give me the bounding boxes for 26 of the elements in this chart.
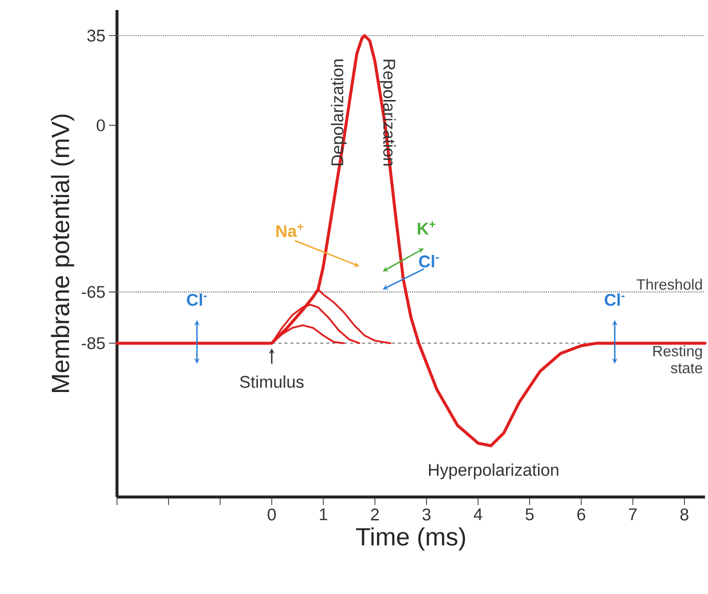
x-tick-label: 8 bbox=[680, 508, 688, 520]
x-tick-label: 1 bbox=[320, 508, 328, 520]
x-tick-label: 6 bbox=[577, 508, 586, 520]
annotation: Depolarization bbox=[330, 60, 347, 166]
ref-line-label: Resting state bbox=[653, 345, 702, 374]
x-tick-label: 5 bbox=[526, 508, 534, 520]
x-tick-label: 7 bbox=[628, 508, 637, 520]
ref-line-label: Threshold bbox=[636, 278, 702, 290]
annotation: Hyperpolarization bbox=[429, 463, 558, 480]
annotation: Na$^{+}$ bbox=[276, 224, 304, 238]
annotation: K$^{+}$ bbox=[418, 221, 436, 234]
y-tick-label: -85 bbox=[82, 337, 105, 350]
x-axis-title: Time (ms) bbox=[356, 527, 466, 551]
annotation: Cl$^{-}$ bbox=[604, 293, 624, 306]
x-tick-label: 3 bbox=[422, 508, 430, 520]
y-tick-label: 0 bbox=[96, 119, 105, 132]
y-axis-title: Membrane potential (mV) bbox=[50, 114, 74, 392]
annotation: Repolarization bbox=[380, 60, 396, 166]
annotation: Cl$^{-}$ bbox=[186, 293, 207, 306]
x-tick-label: 2 bbox=[371, 508, 379, 520]
x-tick-label: 0 bbox=[268, 508, 276, 520]
y-tick-label: -65 bbox=[82, 286, 105, 298]
y-tick-label: 35 bbox=[87, 30, 105, 42]
x-tick-label: 4 bbox=[474, 508, 482, 520]
annotation: Stimulus bbox=[240, 375, 304, 388]
annotation: Cl$^{-}$ bbox=[419, 254, 439, 268]
